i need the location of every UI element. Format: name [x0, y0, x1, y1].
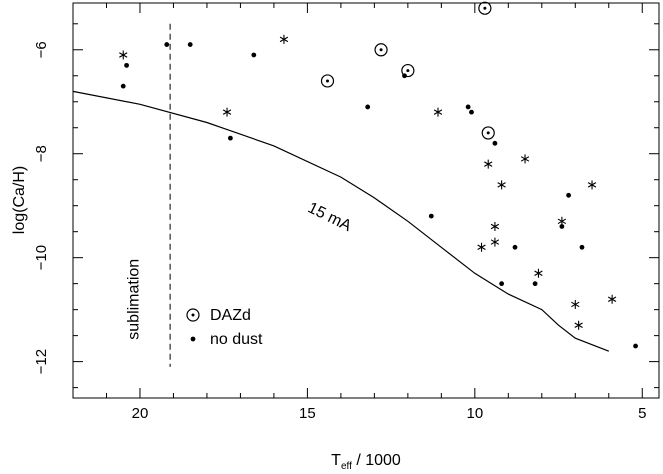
no-dust-marker: [365, 104, 371, 110]
asterisk-stroke: [571, 301, 580, 308]
asterisk-stroke: [119, 52, 128, 58]
asterisk-stroke: [477, 244, 486, 251]
no-dust-marker: [465, 104, 471, 110]
asterisk-marker: [222, 107, 232, 117]
marker-center: [483, 6, 487, 10]
dazd-marker: [401, 63, 415, 78]
marker-ring: [186, 308, 200, 322]
asterisk-marker: [490, 221, 500, 231]
x-tick-labels: 20 15 10 5: [132, 405, 647, 422]
marker-ring: [481, 126, 495, 140]
marker-ring: [320, 74, 335, 88]
no-dust-marker: [164, 42, 170, 47]
y-tick-label: −6: [33, 41, 50, 58]
asterisk-stroke: [490, 223, 500, 230]
no-dust-marker: [532, 281, 538, 287]
dazd-marker: [320, 74, 335, 88]
no-dust-marker: [633, 343, 638, 349]
asterisk-marker: [534, 268, 543, 278]
dazd-marker: [478, 1, 492, 15]
dazd-marker: [186, 308, 200, 322]
data-markers: [119, 1, 638, 349]
asterisk-marker: [279, 34, 289, 44]
x-tick-label: 20: [132, 405, 149, 422]
asterisk-marker: [574, 320, 583, 330]
asterisk-stroke: [587, 182, 597, 188]
y-axis-label: log(Ca/H): [11, 166, 28, 234]
marker-center: [379, 48, 383, 52]
no-dust-marker: [227, 135, 233, 141]
asterisk-stroke: [497, 182, 506, 188]
asterisk-marker: [119, 50, 128, 60]
x-tick-label: 5: [638, 405, 646, 422]
x-axis-label: Teff / 1000: [331, 452, 401, 472]
asterisk-marker: [490, 237, 500, 247]
no-dust-marker: [402, 73, 407, 79]
asterisk-stroke: [557, 218, 567, 225]
asterisk-stroke: [574, 322, 583, 328]
no-dust-marker: [187, 42, 193, 47]
legend: DAZd no dust: [186, 307, 263, 348]
x-tick-label: 10: [466, 405, 483, 422]
legend-label: no dust: [210, 331, 263, 348]
dazd-marker: [481, 126, 495, 140]
asterisk-stroke: [484, 161, 493, 167]
marker-center: [406, 69, 410, 73]
no-dust-marker: [566, 192, 571, 198]
no-dust-marker: [579, 244, 585, 250]
y-tick-label: −12: [33, 349, 50, 374]
no-dust-marker: [469, 109, 474, 115]
asterisk-stroke: [279, 36, 289, 43]
asterisk-marker: [520, 154, 530, 164]
asterisk-marker: [477, 242, 486, 252]
asterisk-marker: [484, 159, 493, 169]
asterisk-marker: [571, 299, 580, 309]
asterisk-stroke: [490, 239, 500, 245]
no-dust-marker: [499, 281, 505, 287]
marker-ring: [478, 1, 492, 15]
marker-ring: [401, 63, 415, 78]
dazd-marker: [374, 43, 388, 57]
no-dust-marker: [492, 140, 498, 146]
asterisk-marker: [587, 180, 597, 190]
marker-center: [486, 131, 490, 135]
no-dust-marker: [428, 213, 434, 219]
marker-center: [191, 313, 195, 317]
asterisk-marker: [497, 180, 506, 190]
asterisk-marker: [607, 294, 617, 304]
marker-center: [325, 79, 329, 83]
model-curve-group: 15 mA: [72, 90, 610, 352]
y-tick-labels: −6 −8 −10 −12: [33, 41, 50, 374]
y-tick-label: −8: [33, 145, 50, 162]
no-dust-marker: [251, 52, 257, 58]
model-curve: [72, 90, 610, 352]
no-dust-marker: [124, 62, 129, 68]
y-tick-label: −10: [33, 245, 50, 270]
sublimation-group: sublimation: [125, 23, 171, 367]
axis-ticks: [72, 3, 659, 398]
plot-frame: [72, 2, 660, 399]
asterisk-marker: [557, 216, 567, 226]
no-dust-marker: [512, 244, 518, 250]
no-dust-marker: [190, 336, 196, 342]
asterisk-stroke: [520, 156, 530, 162]
asterisk-stroke: [222, 109, 232, 115]
curve-label: 15 mA: [305, 199, 354, 235]
legend-label: DAZd: [210, 307, 251, 324]
asterisk-stroke: [607, 296, 617, 302]
asterisk-stroke: [433, 109, 443, 115]
x-tick-label: 15: [299, 405, 316, 422]
asterisk-stroke: [534, 270, 543, 276]
sublimation-label: sublimation: [125, 259, 142, 340]
no-dust-marker: [559, 224, 565, 229]
marker-ring: [374, 43, 388, 57]
asterisk-marker: [433, 107, 443, 117]
no-dust-marker: [120, 83, 126, 89]
